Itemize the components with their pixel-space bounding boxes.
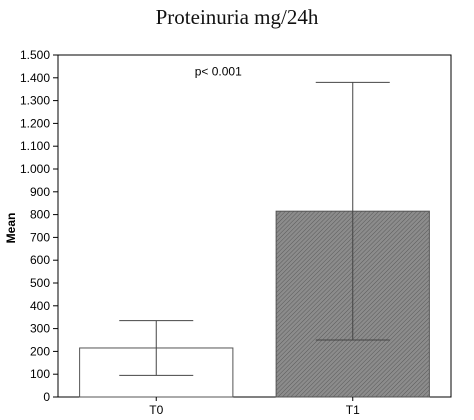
y-tick-label: 1.500 (20, 48, 50, 62)
y-tick-label: 800 (30, 208, 50, 222)
x-tick-label-t0: T0 (149, 403, 163, 417)
y-axis-label: Mean (4, 213, 18, 244)
y-tick-label: 1.400 (20, 71, 50, 85)
y-tick-label: 1.100 (20, 139, 50, 153)
y-tick-label: 300 (30, 322, 50, 336)
y-tick-label: 400 (30, 299, 50, 313)
p-value-annotation: p< 0.001 (195, 65, 242, 79)
plot-area: 0 100 200 300 400 500 600 700 800 900 1.000 1.100 1.… (20, 48, 452, 417)
y-tick-label: 0 (43, 390, 50, 404)
y-tick-label: 200 (30, 344, 50, 358)
y-tick-label: 1.300 (20, 94, 50, 108)
y-tick-label: 900 (30, 185, 50, 199)
y-tick-label: 1.200 (20, 116, 50, 130)
y-tick-label: 100 (30, 367, 50, 381)
y-tick-label: 1.000 (20, 162, 50, 176)
y-tick-label: 500 (30, 276, 50, 290)
y-tick-label: 700 (30, 230, 50, 244)
chart-title: Proteinuria mg/24h (156, 5, 319, 29)
x-tick-label-t1: T1 (346, 403, 360, 417)
y-tick-label: 600 (30, 253, 50, 267)
plot-frame (57, 54, 452, 398)
